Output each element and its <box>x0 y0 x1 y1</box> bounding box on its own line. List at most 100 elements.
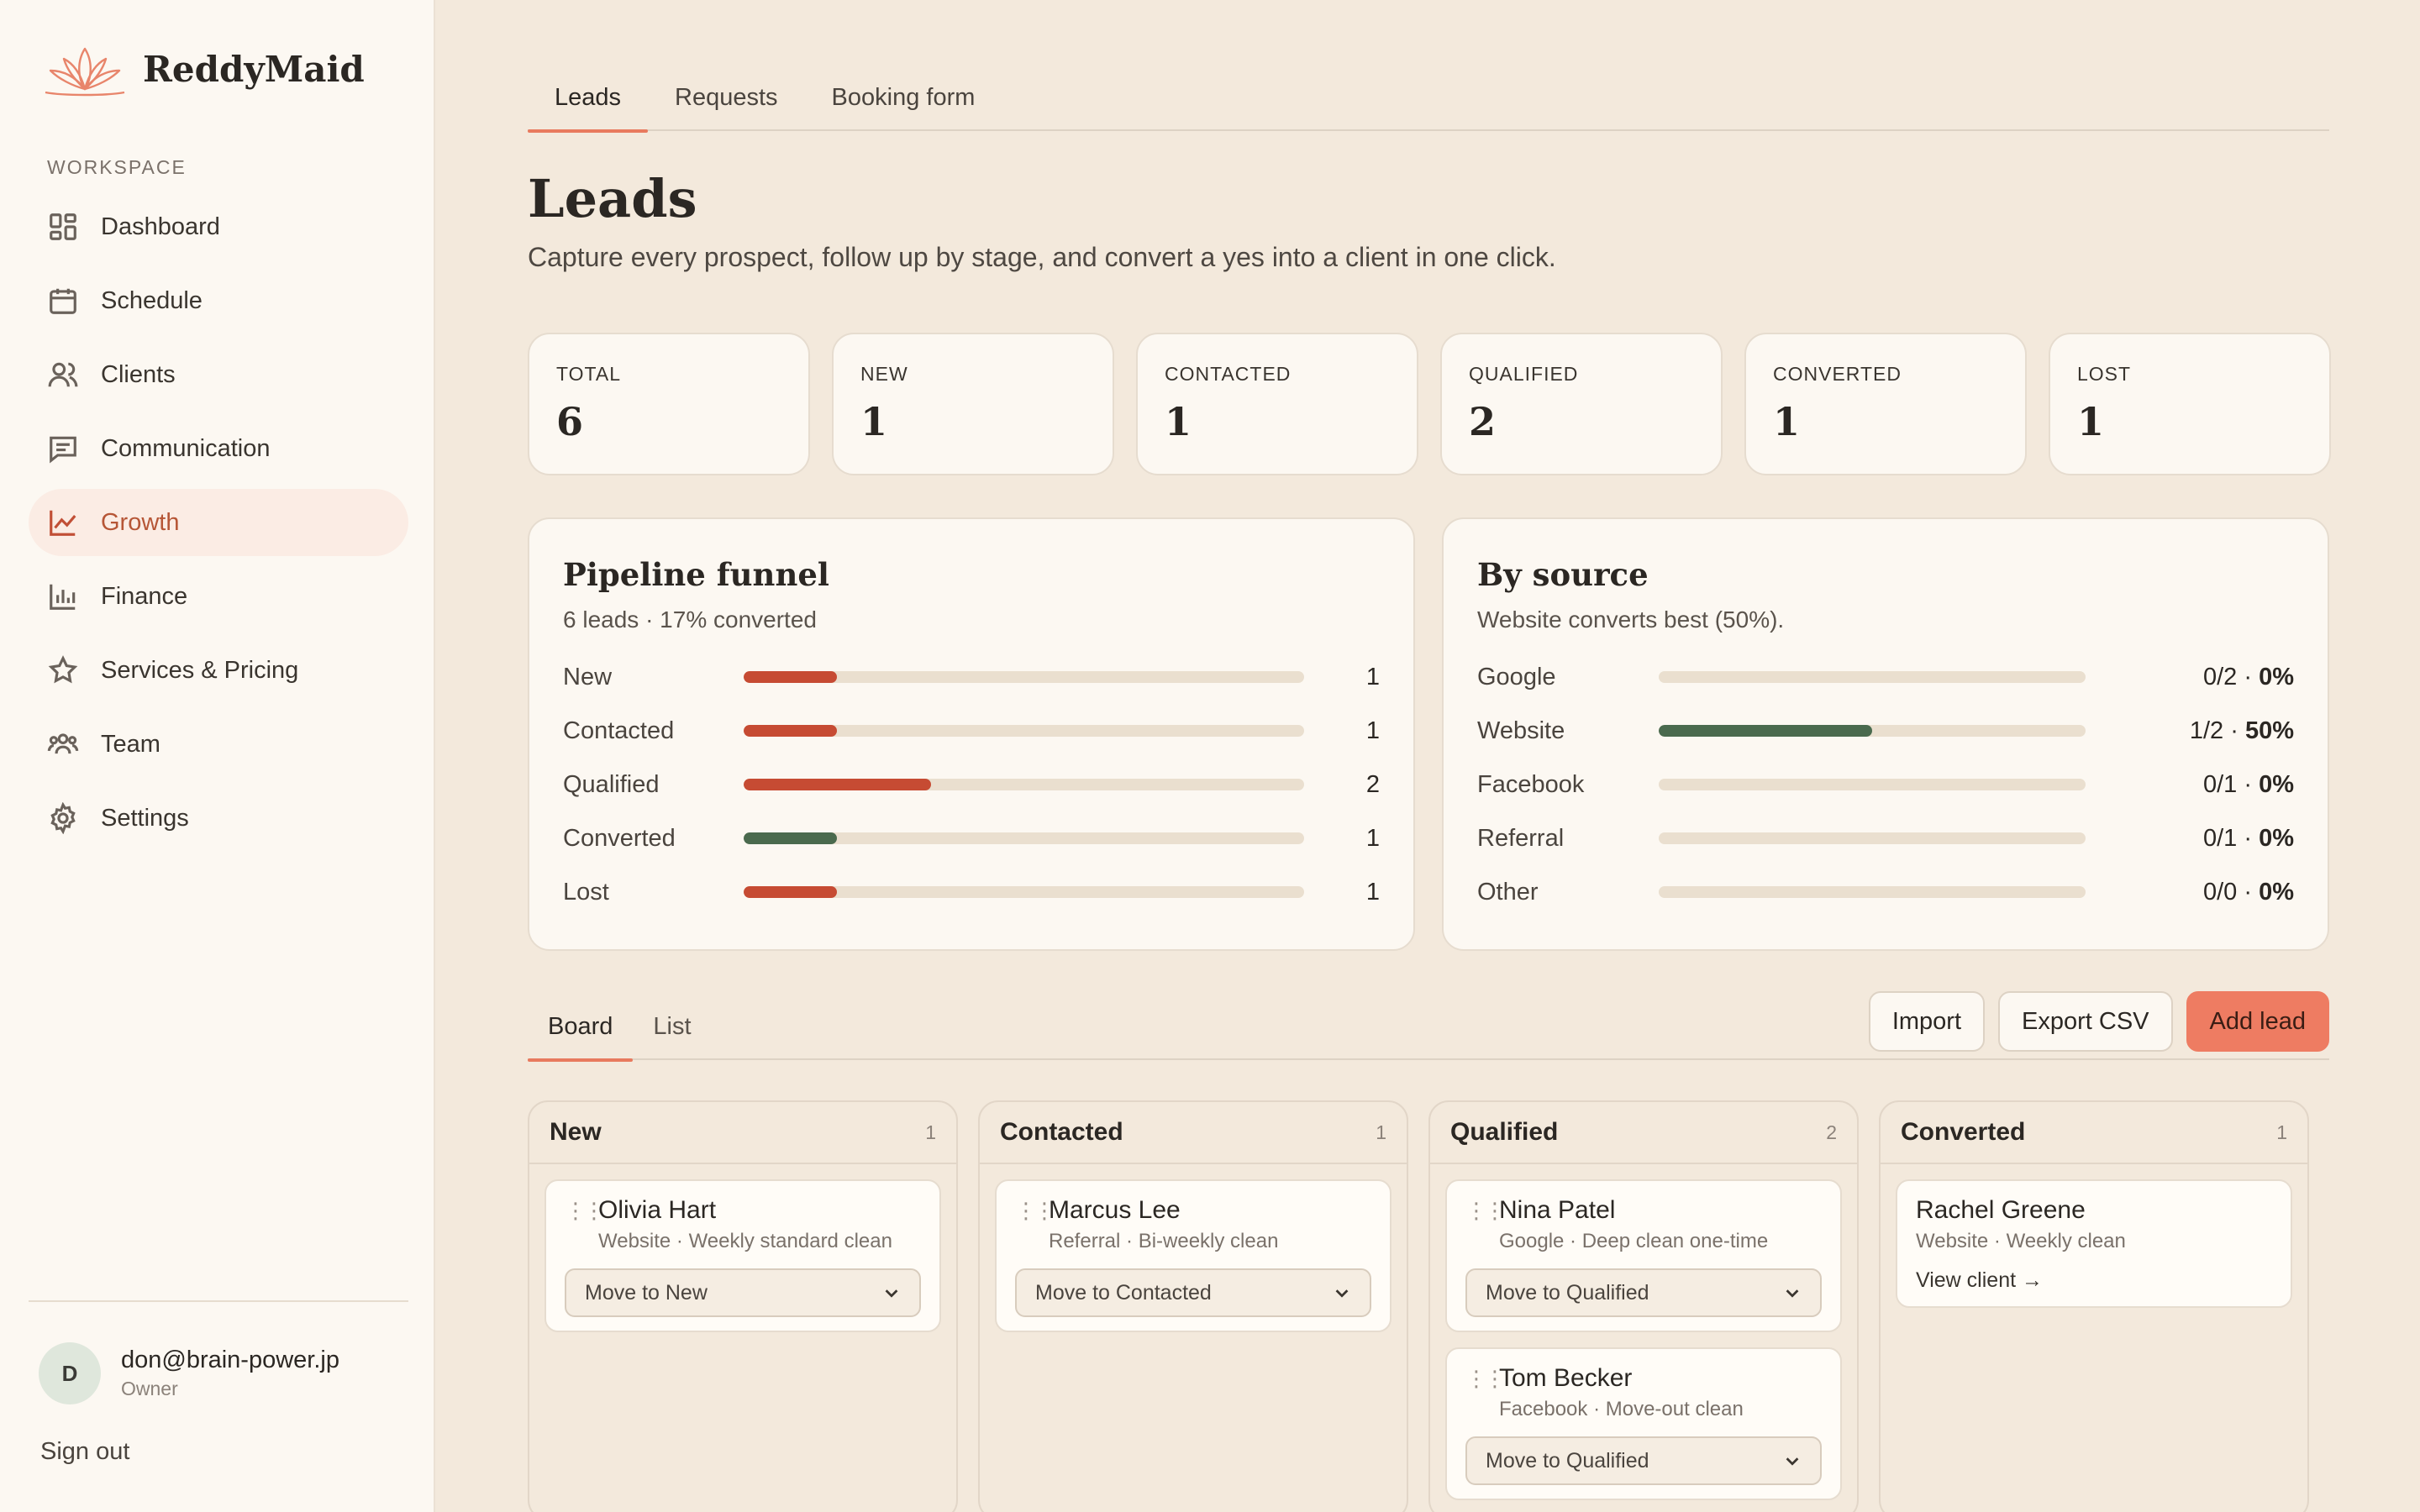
source-bar-track <box>1659 725 2086 737</box>
sidebar-item-label: Services & Pricing <box>101 656 299 684</box>
lead-meta: Google · Deep clean one-time <box>1499 1230 1769 1252</box>
star-icon <box>48 655 78 684</box>
source-row-value: 0/1 · 0% <box>2202 824 2294 852</box>
lead-meta: Website · Weekly clean <box>1916 1230 2126 1252</box>
tab-booking-form[interactable]: Booking form <box>831 84 976 111</box>
drag-handle-icon[interactable]: ⋮⋮ <box>565 1198 605 1223</box>
tab-leads[interactable]: Leads <box>528 74 649 133</box>
funnel-bar-fill <box>744 886 838 898</box>
lead-name: Nina Patel <box>1499 1196 1616 1224</box>
source-percent: 0% <box>2259 824 2294 852</box>
select-value: Move to Contacted <box>1035 1280 1212 1305</box>
funnel-row-label: Converted <box>563 824 676 852</box>
import-button[interactable]: Import <box>1868 991 1985 1052</box>
calendar-icon <box>50 288 76 314</box>
brand[interactable]: ReddyMaid <box>39 37 365 101</box>
source-row-value: 0/2 · 0% <box>2202 663 2294 690</box>
source-row: Other 0/0 · 0% <box>1477 865 2294 919</box>
tab-list[interactable]: List <box>653 1013 692 1040</box>
source-bar-fill <box>1659 725 1872 737</box>
source-row: Website 1/2 · 50% <box>1477 704 2294 758</box>
stat-card-total: TOTAL 6 <box>528 333 810 475</box>
source-ratio: 0/1 <box>2202 770 2238 798</box>
stat-value: 1 <box>2077 399 2105 444</box>
board-column-new: New 1 ⋮⋮ Olivia Hart Website · Weekly standa… <box>528 1100 958 1512</box>
lead-card[interactable]: ⋮⋮ Nina Patel Google · Deep clean one-time… <box>1445 1179 1842 1332</box>
by-source-panel: By source Website converts best (50%). G… <box>1442 517 2329 951</box>
move-stage-select[interactable]: Move to Qualified <box>1465 1436 1822 1485</box>
stat-value: 2 <box>1469 399 1497 444</box>
source-row-label: Website <box>1477 717 1565 744</box>
chevron-down-icon <box>1335 1289 1349 1298</box>
sidebar-item-dashboard[interactable]: Dashboard <box>29 193 408 260</box>
lead-card-text: Olivia Hart Website · Weekly standard cle… <box>598 1196 892 1253</box>
stat-label: QUALIFIED <box>1469 363 1579 385</box>
export-csv-button[interactable]: Export CSV <box>1998 991 2173 1052</box>
page-title: Leads <box>528 168 697 229</box>
sidebar-item-finance[interactable]: Finance <box>29 563 408 630</box>
lotus-logo-icon <box>45 47 125 97</box>
stat-card-new: NEW 1 <box>832 333 1114 475</box>
column-count: 1 <box>1376 1121 1386 1143</box>
lead-card-header: ⋮⋮ Nina Patel Google · Deep clean one-time <box>1465 1196 1822 1253</box>
source-bar-track <box>1659 832 2086 844</box>
funnel-row: Qualified 2 <box>563 758 1380 811</box>
funnel-row-count: 1 <box>1365 663 1380 690</box>
brand-name: ReddyMaid <box>143 48 365 90</box>
source-bar-track <box>1659 671 2086 683</box>
top-tabs: Leads Requests Booking form <box>528 74 2329 133</box>
funnel-row: Lost 1 <box>563 865 1380 919</box>
lead-name: Marcus Lee <box>1049 1196 1181 1224</box>
lead-name: Tom Becker <box>1499 1364 1633 1392</box>
funnel-bar-fill <box>744 725 838 737</box>
sidebar-item-growth[interactable]: Growth <box>29 489 408 556</box>
page-subtitle: Capture every prospect, follow up by sta… <box>528 242 1556 272</box>
funnel-row: Converted 1 <box>563 811 1380 865</box>
source-ratio: 1/2 <box>2189 717 2224 744</box>
user-profile[interactable]: D don@brain-power.jp Owner <box>39 1342 339 1404</box>
lead-card[interactable]: ⋮⋮ Marcus Lee Referral · Bi-weekly clean Mo… <box>995 1179 1392 1332</box>
add-lead-button[interactable]: Add lead <box>2186 991 2329 1052</box>
lead-meta: Referral · Bi-weekly clean <box>1049 1230 1279 1252</box>
funnel-rows: New 1 Contacted 1 Qualified 2 Converted 1 Lost 1 <box>563 650 1380 919</box>
lead-card-text: Tom Becker Facebook · Move-out clean <box>1499 1364 1744 1421</box>
grid-icon <box>50 213 76 240</box>
tab-requests[interactable]: Requests <box>675 84 778 111</box>
column-title: Converted <box>1901 1118 2026 1146</box>
stat-label: CONTACTED <box>1165 363 1292 385</box>
sidebar-item-label: Communication <box>101 434 271 462</box>
tab-board[interactable]: Board <box>528 996 634 1062</box>
drag-handle-icon[interactable]: ⋮⋮ <box>1465 1366 1506 1391</box>
avatar: D <box>39 1342 101 1404</box>
select-value: Move to Qualified <box>1486 1280 1649 1305</box>
lead-card[interactable]: Rachel Greene Website · Weekly clean View … <box>1896 1179 2292 1308</box>
source-percent: 50% <box>2244 717 2294 744</box>
sidebar-item-clients[interactable]: Clients <box>29 341 408 408</box>
move-stage-select[interactable]: Move to New <box>565 1268 921 1317</box>
view-tabs: Board List <box>528 996 2329 1062</box>
source-ratio: 0/2 <box>2202 663 2238 690</box>
source-row: Facebook 0/1 · 0% <box>1477 758 2294 811</box>
view-client-link[interactable]: View client → <box>1916 1268 2043 1292</box>
drag-handle-icon[interactable]: ⋮⋮ <box>1465 1198 1506 1223</box>
source-ratio: 0/1 <box>2202 824 2238 852</box>
panel-subtitle: 6 leads · 17% converted <box>563 606 817 633</box>
board-actions: Import Export CSV Add lead <box>1868 991 2329 1052</box>
move-stage-select[interactable]: Move to Qualified <box>1465 1268 1822 1317</box>
lead-card[interactable]: ⋮⋮ Olivia Hart Website · Weekly standard c… <box>544 1179 941 1332</box>
sidebar-item-services-pricing[interactable]: Services & Pricing <box>29 637 408 704</box>
move-stage-select[interactable]: Move to Contacted <box>1015 1268 1371 1317</box>
drag-handle-icon[interactable]: ⋮⋮ <box>1015 1198 1055 1223</box>
sidebar-item-schedule[interactable]: Schedule <box>29 267 408 334</box>
sidebar-item-communication[interactable]: Communication <box>29 415 408 482</box>
lead-card-header: ⋮⋮ Marcus Lee Referral · Bi-weekly clean <box>1015 1196 1371 1253</box>
users-icon <box>48 362 78 387</box>
sign-out-link[interactable]: Sign out <box>40 1438 130 1465</box>
funnel-row-count: 2 <box>1365 770 1380 798</box>
sidebar-item-team[interactable]: Team <box>29 711 408 778</box>
stat-value: 1 <box>1773 399 1801 444</box>
lead-card[interactable]: ⋮⋮ Tom Becker Facebook · Move-out clean Mov… <box>1445 1347 1842 1500</box>
sidebar-item-settings[interactable]: Settings <box>29 785 408 852</box>
column-title: New <box>550 1118 602 1146</box>
lead-meta: Facebook · Move-out clean <box>1499 1398 1744 1420</box>
